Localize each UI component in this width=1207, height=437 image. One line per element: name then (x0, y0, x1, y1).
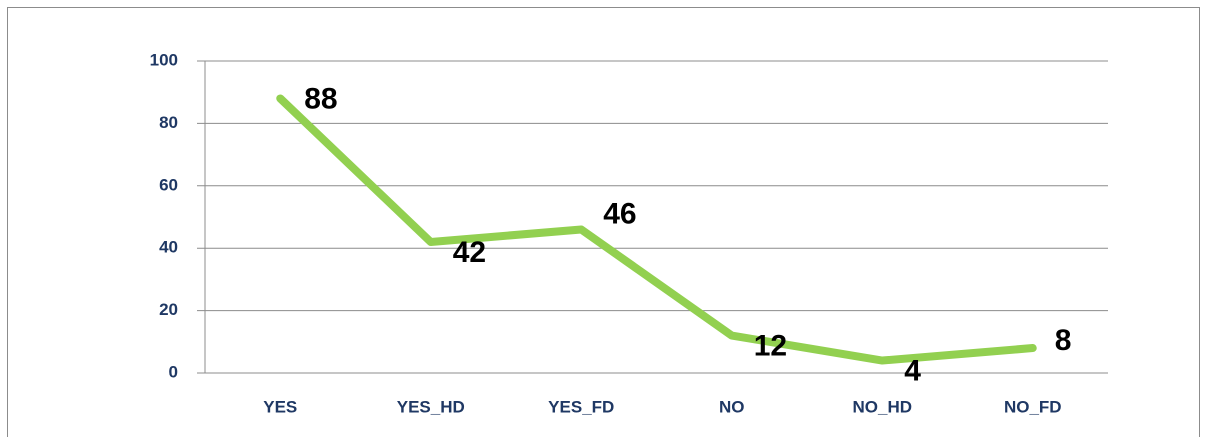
x-tick-label: NO_FD (1004, 397, 1062, 416)
y-tick-label: 60 (159, 175, 178, 194)
y-tick-label: 40 (159, 238, 178, 257)
data-label: 46 (603, 197, 636, 230)
chart-frame (7, 7, 1200, 437)
x-tick-label: YES_HD (397, 397, 465, 416)
data-label: 42 (453, 236, 486, 269)
data-label: 4 (904, 354, 921, 387)
y-tick-label: 20 (159, 300, 178, 319)
x-tick-label: YES (263, 397, 297, 416)
y-tick-label: 0 (169, 362, 178, 381)
x-tick-label: NO (719, 397, 745, 416)
data-line (276, 94, 1037, 365)
x-tick-label: YES_FD (548, 397, 614, 416)
data-label: 88 (304, 82, 337, 115)
y-tick-label: 100 (150, 50, 178, 69)
y-tick-label: 80 (159, 113, 178, 132)
x-tick-label: NO_HD (852, 397, 912, 416)
data-label: 12 (754, 329, 787, 362)
data-label: 8 (1055, 324, 1072, 357)
